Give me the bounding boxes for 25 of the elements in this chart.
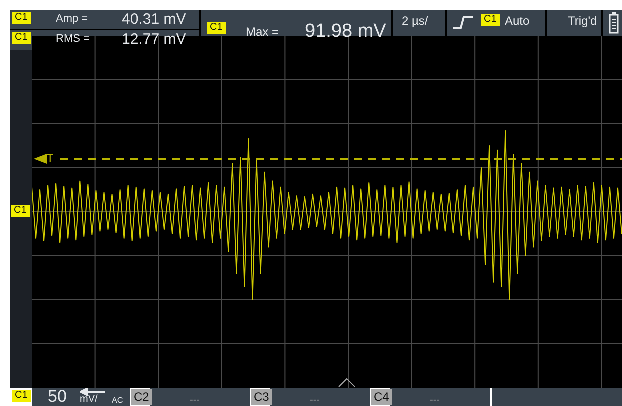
- text: 2 µs/: [402, 14, 428, 28]
- text: 50: [48, 387, 67, 406]
- text: AC: [112, 396, 124, 405]
- text: C3: [251, 389, 272, 405]
- text: C1: [481, 14, 500, 26]
- text: Max =: [246, 25, 280, 39]
- ref-line-label: T: [47, 153, 54, 166]
- text: ---: [310, 395, 320, 406]
- text: Trig'd: [568, 14, 598, 28]
- text: Amp =: [56, 13, 88, 25]
- text: 12.77 mV: [122, 31, 186, 48]
- text: C2: [131, 389, 152, 405]
- text: C1: [12, 390, 31, 402]
- text: 91.98 mV: [305, 21, 386, 42]
- text: 40.31 mV: [122, 11, 186, 28]
- text: C1: [11, 205, 30, 217]
- text: mV/: [80, 394, 98, 405]
- text: RMS =: [56, 33, 90, 45]
- text: ---: [430, 395, 440, 406]
- text: ---: [190, 395, 200, 406]
- text: C1: [12, 32, 31, 44]
- text: C1: [207, 22, 226, 34]
- text: C4: [371, 389, 392, 405]
- text: C1: [12, 12, 31, 24]
- text: Auto: [505, 14, 530, 28]
